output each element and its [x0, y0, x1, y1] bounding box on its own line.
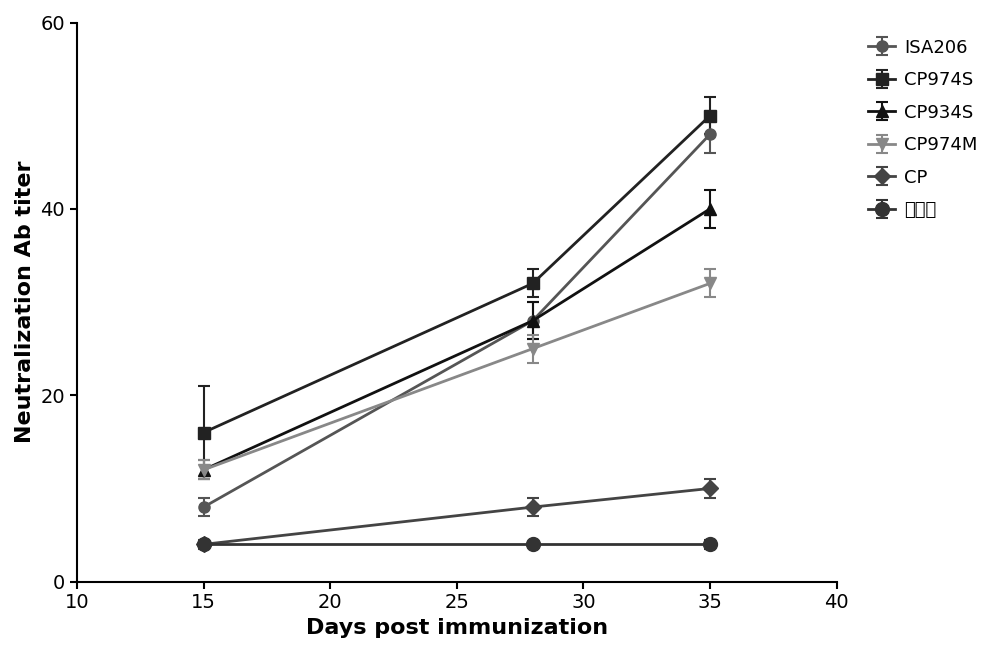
- Legend: ISA206, CP974S, CP934S, CP974M, CP, 对照组: ISA206, CP974S, CP934S, CP974M, CP, 对照组: [861, 31, 985, 226]
- Y-axis label: Neutralization Ab titer: Neutralization Ab titer: [15, 161, 35, 443]
- X-axis label: Days post immunization: Days post immunization: [306, 618, 608, 638]
